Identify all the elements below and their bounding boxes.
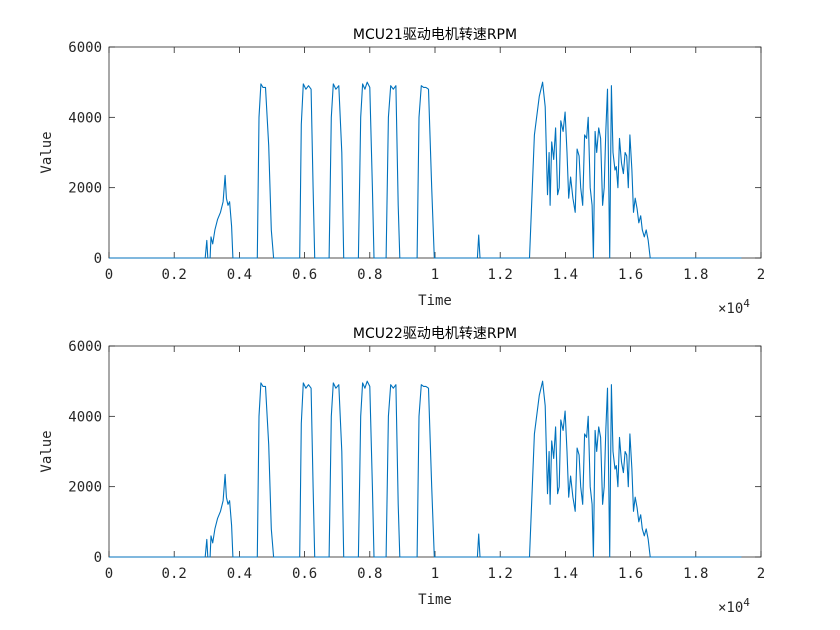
x-axis-label: Time xyxy=(418,592,452,608)
y-axis-label: Value xyxy=(39,131,55,173)
series-line-rpm xyxy=(109,380,742,558)
y-tick-label: 0 xyxy=(94,251,102,267)
x-axis-exponent: ×104 xyxy=(718,596,750,616)
plot-area xyxy=(108,345,762,558)
x-tick-label: 1.2 xyxy=(488,566,513,582)
chart-title: MCU21驱动电机转速RPM xyxy=(353,27,517,43)
x-tick-label: 1 xyxy=(431,566,439,582)
y-tick-label: 0 xyxy=(94,550,102,566)
subplot-mcu22: MCU22驱动电机转速RPM 0 0.2 0.4 0.6 0.8 1 1.2 1.4 1.6 1.… xyxy=(39,326,765,616)
axis-ticks: 0 0.2 0.4 0.6 0.8 1 1.2 1.4 1.6 1.8 2 0 2000 4000 6000 xyxy=(68,339,765,582)
x-tick-label: 0.4 xyxy=(227,267,252,283)
plot-area xyxy=(108,46,762,259)
subplot-mcu21: MCU21驱动电机转速RPM 0 0.2 0.4 0.6 0.8 1 1.2 1.4 1.6 1.… xyxy=(39,27,765,317)
x-tick-label: 0.6 xyxy=(292,566,317,582)
x-exponent-power: 4 xyxy=(743,596,750,609)
x-tick-label: 0.6 xyxy=(292,267,317,283)
y-tick-label: 6000 xyxy=(68,40,102,56)
x-axis-label: Time xyxy=(418,293,452,309)
x-exponent-power: 4 xyxy=(743,297,750,310)
x-tick-label: 0 xyxy=(105,566,113,582)
y-tick-label: 4000 xyxy=(68,110,102,126)
x-tick-label: 1.2 xyxy=(488,267,513,283)
x-exponent-base: ×10 xyxy=(718,600,743,616)
x-tick-label: 1.6 xyxy=(618,267,643,283)
x-axis-exponent: ×104 xyxy=(718,297,750,317)
x-tick-label: 0.2 xyxy=(162,267,187,283)
x-tick-label: 1.4 xyxy=(553,566,578,582)
x-tick-label: 1.8 xyxy=(683,566,708,582)
chart-title: MCU22驱动电机转速RPM xyxy=(353,326,517,342)
x-tick-label: 1 xyxy=(431,267,439,283)
x-tick-label: 1.4 xyxy=(553,267,578,283)
x-tick-label: 0 xyxy=(105,267,113,283)
x-tick-label: 2 xyxy=(757,267,765,283)
x-tick-label: 1.8 xyxy=(683,267,708,283)
axis-ticks: 0 0.2 0.4 0.6 0.8 1 1.2 1.4 1.6 1.8 2 0 2000 4000 6000 xyxy=(68,40,765,283)
series-line-rpm xyxy=(109,81,742,259)
y-tick-label: 2000 xyxy=(68,181,102,197)
y-tick-label: 4000 xyxy=(68,409,102,425)
x-exponent-base: ×10 xyxy=(718,301,743,317)
x-tick-label: 0.8 xyxy=(357,566,382,582)
x-tick-label: 1.6 xyxy=(618,566,643,582)
y-tick-label: 6000 xyxy=(68,339,102,355)
x-tick-label: 0.2 xyxy=(162,566,187,582)
x-tick-label: 0.4 xyxy=(227,566,252,582)
x-tick-label: 2 xyxy=(757,566,765,582)
y-axis-label: Value xyxy=(39,430,55,472)
y-tick-label: 2000 xyxy=(68,480,102,496)
x-tick-label: 0.8 xyxy=(357,267,382,283)
